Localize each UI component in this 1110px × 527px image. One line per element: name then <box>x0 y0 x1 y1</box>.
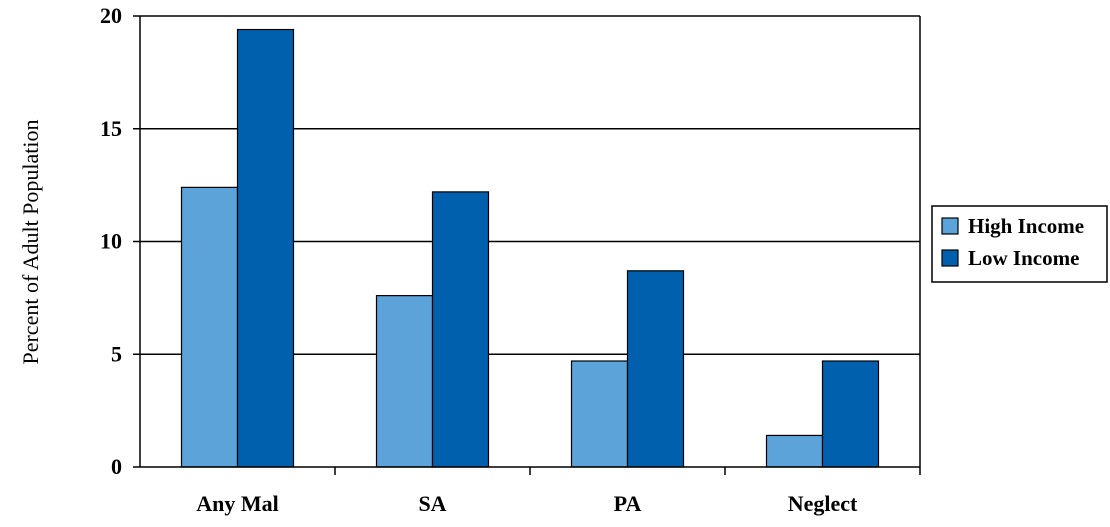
y-tick-label: 20 <box>100 3 122 28</box>
x-category-label: SA <box>418 491 446 516</box>
x-category-label: PA <box>614 491 642 516</box>
legend-label: High Income <box>968 214 1084 238</box>
legend: High Income Low Income <box>931 205 1108 283</box>
y-tick-label: 5 <box>111 341 122 366</box>
bar-low-income <box>236 28 295 468</box>
y-tick-label: 15 <box>100 116 122 141</box>
bar-high-income <box>180 186 239 468</box>
bar-low-income <box>431 191 490 468</box>
y-tick-label: 0 <box>111 454 122 479</box>
legend-swatch <box>941 249 959 267</box>
x-category-label: Neglect <box>788 491 858 516</box>
bar-high-income <box>570 360 629 468</box>
legend-items: High Income Low Income <box>941 214 1084 270</box>
y-tick-labels: 0 5 10 15 20 <box>100 3 140 479</box>
bar-low-income <box>821 360 880 468</box>
y-axis-title: Percent of Adult Population <box>18 119 43 364</box>
legend-label: Low Income <box>968 246 1079 270</box>
x-category-labels: Any Mal SA PA Neglect <box>196 467 921 516</box>
x-category-label: Any Mal <box>196 491 279 516</box>
legend-swatch <box>941 217 959 235</box>
bar-low-income <box>626 270 685 468</box>
bar-high-income <box>375 295 434 468</box>
legend-box <box>931 205 1108 283</box>
bar-high-income <box>765 434 824 468</box>
bars <box>180 28 880 468</box>
y-tick-label: 10 <box>100 229 122 254</box>
